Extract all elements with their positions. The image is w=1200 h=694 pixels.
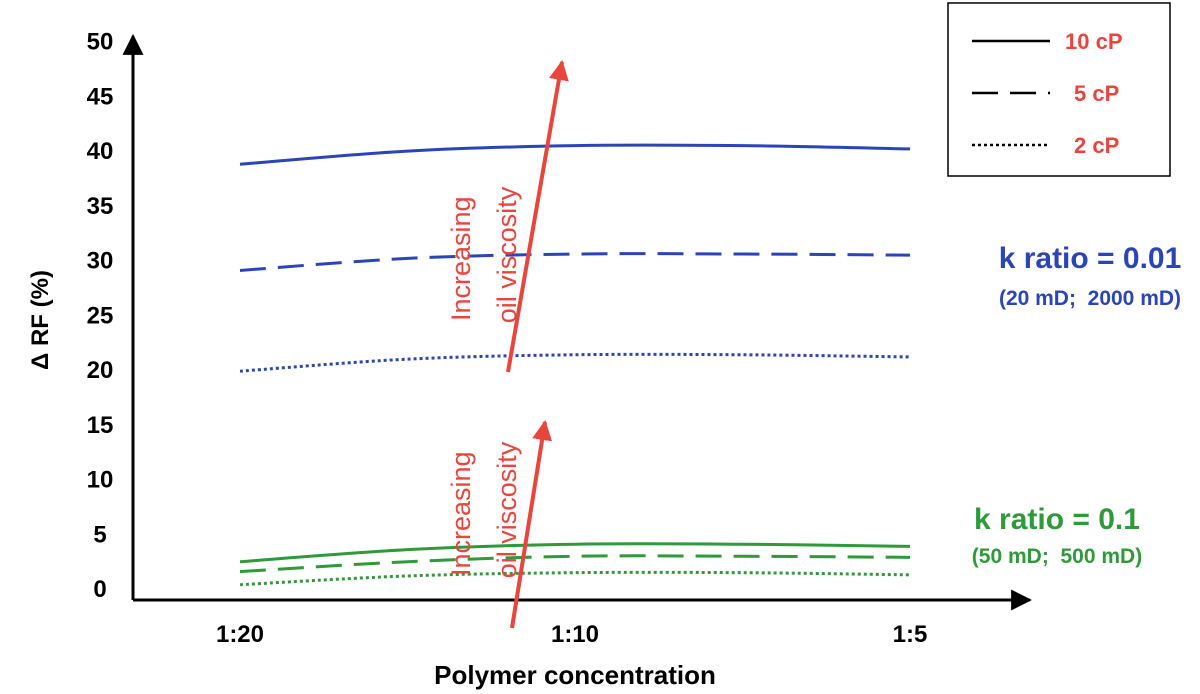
legend-box — [947, 2, 1171, 177]
legend-label-10cp: 10 cP — [1065, 29, 1123, 54]
y-tick-label: 30 — [87, 248, 114, 275]
group-label-k001: k ratio = 0.01 — [999, 242, 1182, 275]
y-tick-label: 5 — [93, 521, 106, 548]
series-line-k01-solid — [239, 542, 911, 564]
annotation-upper: Increasing oil viscosity — [446, 186, 522, 323]
x-tick-label: 1:20 — [216, 621, 264, 648]
legend-label-2cp: 2 cP — [1074, 133, 1119, 158]
x-axis-title: Polymer concentration — [434, 660, 716, 690]
x-tick-label: 1:5 — [893, 621, 928, 648]
series-line-k01-dashed — [239, 554, 911, 574]
y-tick-label: 20 — [87, 357, 114, 384]
y-tick-label: 40 — [87, 138, 114, 165]
group-sublabel-k001: (20 mD; 2000 mD) — [999, 287, 1181, 310]
y-axis-title: Δ RF (%) — [27, 270, 54, 370]
y-tick-label: 25 — [87, 302, 114, 329]
y-tick-label: 0 — [93, 576, 106, 603]
series-line-k001-dotted — [239, 352, 911, 373]
legend-label-5cp: 5 cP — [1074, 81, 1119, 106]
series-line-k001-dashed — [239, 252, 911, 272]
viscosity-arrow-lower — [510, 420, 553, 629]
x-tick-labels: 1:20 1:10 1:5 — [216, 621, 927, 648]
x-tick-label: 1:10 — [551, 621, 599, 648]
y-tick-label: 35 — [87, 193, 114, 220]
y-tick-label: 10 — [87, 467, 114, 494]
legend: 10 cP 5 cP 2 cP — [947, 2, 1171, 177]
y-tick-label: 15 — [87, 412, 114, 439]
series-line-k01-dotted — [239, 570, 911, 587]
group-label-k01: k ratio = 0.1 — [974, 503, 1140, 536]
y-tick-label: 50 — [87, 29, 114, 56]
annotation-lower: Increasing oil viscosity — [446, 441, 522, 578]
series-line-k001-solid — [239, 143, 911, 166]
y-tick-label: 45 — [87, 83, 114, 110]
viscosity-arrow-upper — [506, 60, 569, 373]
group-sublabel-k01: (50 mD; 500 mD) — [972, 545, 1142, 568]
series-layer — [239, 143, 911, 587]
y-tick-labels: 0 5 10 15 20 25 30 35 40 45 50 — [87, 29, 114, 604]
